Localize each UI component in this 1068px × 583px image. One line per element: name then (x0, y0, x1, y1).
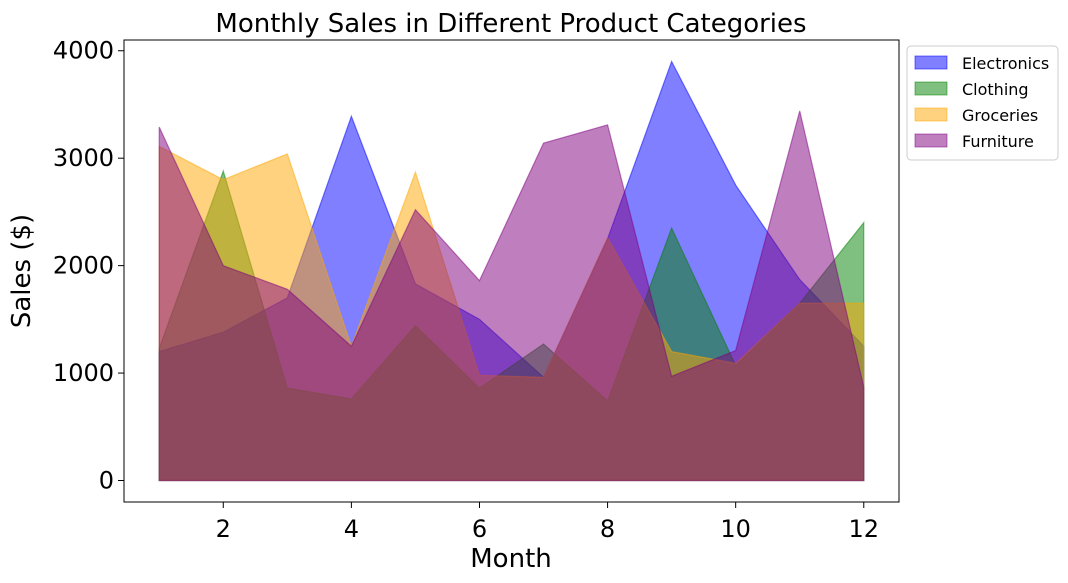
legend: Electronics Clothing Groceries Furniture (906, 45, 1059, 161)
legend-swatch-clothing (914, 81, 948, 96)
x-tick-label: 12 (848, 515, 879, 543)
legend-swatch-electronics (914, 55, 948, 70)
legend-swatch-furniture (914, 133, 948, 148)
x-tick-label: 2 (216, 515, 231, 543)
legend-label-groceries: Groceries (962, 106, 1038, 125)
legend-label-furniture: Furniture (962, 132, 1034, 151)
legend-swatch-groceries (914, 107, 948, 122)
legend-label-clothing: Clothing (962, 80, 1029, 99)
legend-label-electronics: Electronics (962, 54, 1049, 73)
y-axis: 0 1000 2000 3000 4000 (53, 37, 124, 495)
x-tick-label: 6 (472, 515, 487, 543)
y-tick-label: 4000 (53, 37, 114, 65)
x-axis-title: Month (470, 544, 552, 574)
x-tick-label: 8 (600, 515, 615, 543)
chart-title: Monthly Sales in Different Product Categ… (215, 9, 806, 39)
area-furniture (158, 110, 865, 482)
x-tick-label: 4 (344, 515, 359, 543)
y-axis-title: Sales ($) (7, 214, 37, 328)
y-tick-label: 1000 (53, 359, 114, 387)
x-axis: 2 4 6 8 10 12 (216, 502, 879, 543)
x-tick-label: 10 (720, 515, 751, 543)
y-tick-label: 2000 (53, 252, 114, 280)
plot-frame (123, 39, 900, 503)
y-tick-label: 3000 (53, 144, 114, 172)
plot-areas (158, 59, 865, 482)
legend-box (906, 45, 1059, 161)
y-tick-label: 0 (99, 467, 114, 495)
